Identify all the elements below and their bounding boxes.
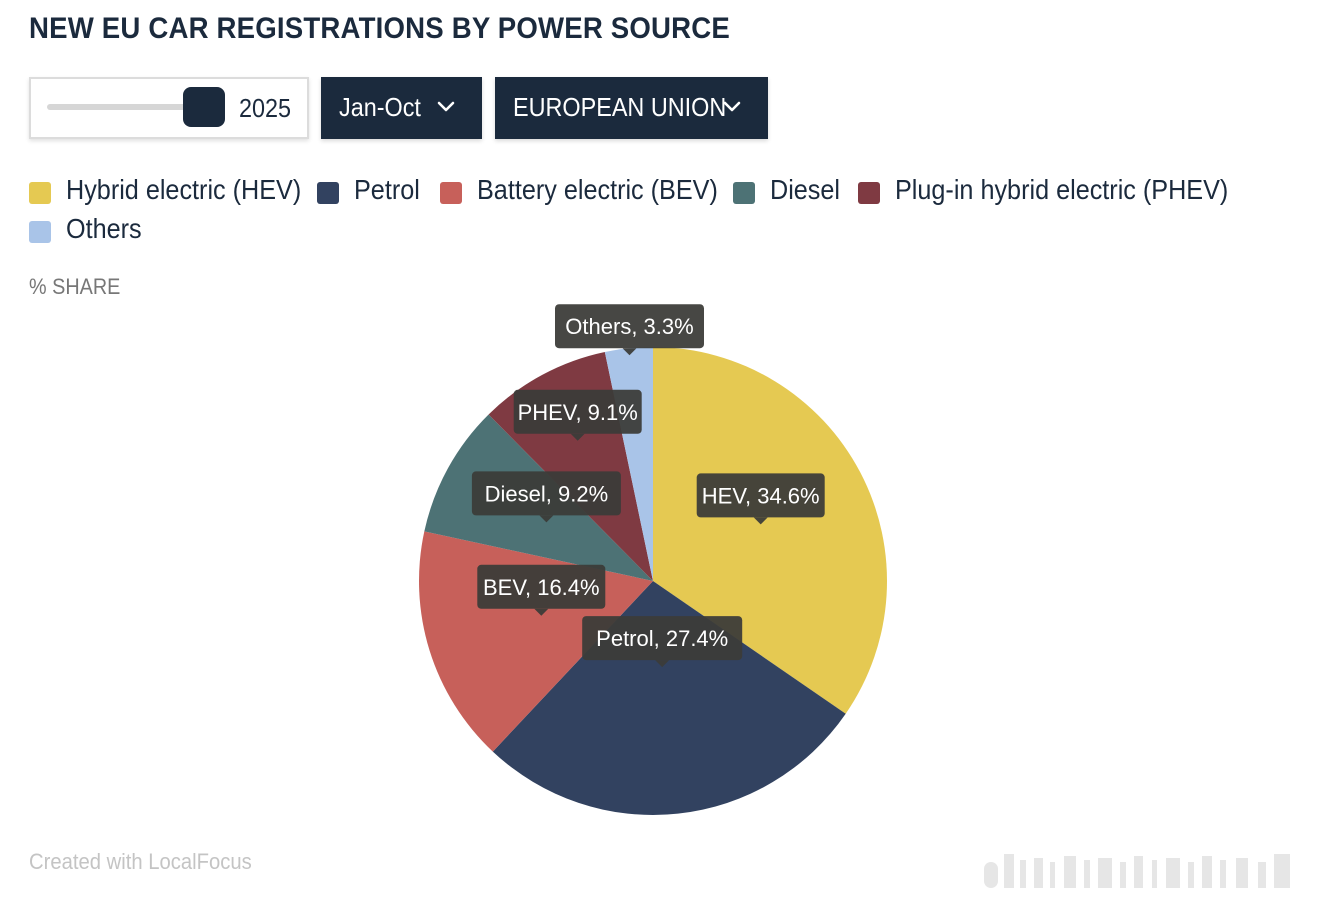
- region-dropdown-label: EUROPEAN UNION: [513, 92, 727, 122]
- legend-label: Diesel: [770, 174, 841, 205]
- period-dropdown[interactable]: Jan-Oct: [321, 77, 482, 139]
- legend-label: Battery electric (BEV): [477, 174, 718, 205]
- period-dropdown-label: Jan-Oct: [339, 92, 421, 122]
- footer-credit[interactable]: Created with LocalFocus: [29, 849, 252, 874]
- slider-thumb[interactable]: [183, 87, 225, 127]
- data-label-phev: PHEV, 9.1%: [513, 389, 642, 441]
- region-dropdown[interactable]: EUROPEAN UNION: [495, 77, 768, 139]
- data-label-text: Diesel, 9.2%: [485, 481, 609, 506]
- data-label-text: PHEV, 9.1%: [518, 400, 638, 425]
- legend-label: Petrol: [354, 174, 420, 205]
- legend-swatch: [29, 221, 51, 243]
- legend-label: Hybrid electric (HEV): [66, 174, 302, 205]
- legend-label: Others: [66, 213, 142, 244]
- legend-swatch: [317, 182, 339, 204]
- chart-title: NEW EU CAR REGISTRATIONS BY POWER SOURCE: [29, 12, 730, 45]
- pie-slice-hev[interactable]: [653, 346, 888, 714]
- legend-swatch: [29, 182, 51, 204]
- slider-track[interactable]: [47, 104, 207, 110]
- unit-label: % SHARE: [29, 274, 121, 299]
- data-label-text: Others, 3.3%: [565, 314, 693, 339]
- data-label-text: HEV, 34.6%: [702, 483, 820, 508]
- data-label-text: BEV, 16.4%: [483, 575, 600, 600]
- data-label-bev: BEV, 16.4%: [477, 564, 606, 616]
- legend-swatch: [858, 182, 880, 204]
- chevron-down-icon: [723, 101, 741, 112]
- data-label-diesel: Diesel, 9.2%: [471, 471, 621, 523]
- legend-label: Plug-in hybrid electric (PHEV): [895, 174, 1229, 205]
- chevron-down-icon: [437, 101, 455, 112]
- legend-swatch: [440, 182, 462, 204]
- pie-slice-petrol[interactable]: [492, 581, 846, 816]
- data-label-others: Others, 3.3%: [555, 304, 704, 356]
- data-label-text: Petrol, 27.4%: [596, 626, 728, 651]
- data-label-petrol: Petrol, 27.4%: [582, 616, 743, 668]
- legend-swatch: [733, 182, 755, 204]
- year-slider[interactable]: 2025: [29, 77, 309, 139]
- data-label-hev: HEV, 34.6%: [696, 473, 825, 525]
- localfocus-logo-icon: [984, 854, 1290, 888]
- year-value: 2025: [239, 93, 292, 123]
